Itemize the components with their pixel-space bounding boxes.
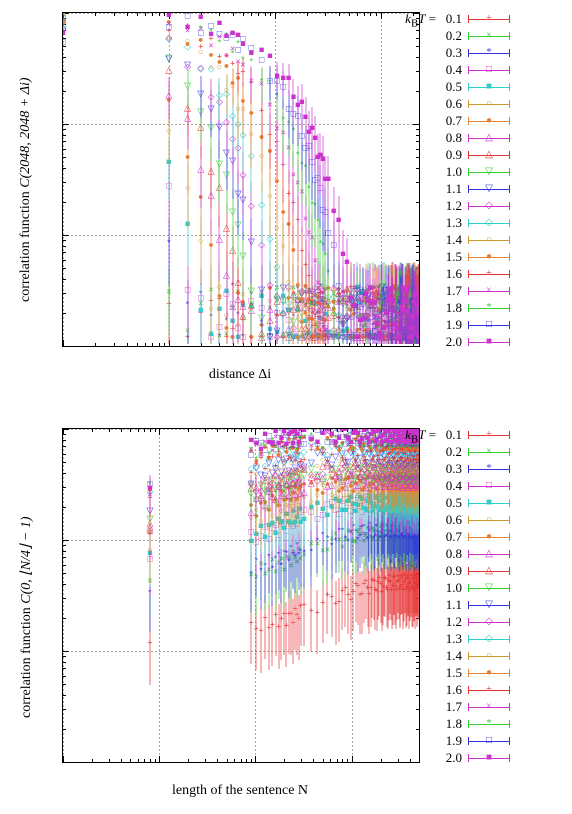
legend-entry: 0.5■	[436, 78, 510, 95]
legend-entry: 1.0▽	[436, 579, 510, 596]
legend-entry: 1.3◇	[436, 630, 510, 647]
legend-entry: 1.1▽	[436, 596, 510, 613]
legend-entry: 0.9△	[436, 146, 510, 163]
ylabel-bottom: correlation function C(0, ⌊N/4⌋ − 1)	[18, 516, 35, 718]
legend-entry: 0.1+	[436, 10, 510, 27]
legend-entry: 1.7×	[436, 282, 510, 299]
legend-entry: 0.6○	[436, 511, 510, 528]
legend-entry: 1.5●	[436, 664, 510, 681]
legend-entry: 0.7●	[436, 528, 510, 545]
data-layer: ++++++++++++++++++++++++++++++++++++++++…	[63, 13, 419, 346]
legend-entry: 2.0■	[436, 749, 510, 766]
legend-entry: 0.2×	[436, 27, 510, 44]
legend-entry: 1.8*	[436, 299, 510, 316]
legend-entry: 1.9□	[436, 732, 510, 749]
legend-entry: 1.1▽	[436, 180, 510, 197]
legend-entry: 1.4○	[436, 647, 510, 664]
legend-entry: 0.8△	[436, 545, 510, 562]
xlabel-top: distance Δi	[209, 367, 271, 383]
plot-area-bottom: 0.0010.010.111101001000+++++++++++++++++…	[62, 428, 420, 763]
legend-entry: 1.5●	[436, 248, 510, 265]
legend-entry: 1.6+	[436, 681, 510, 698]
legend-entry: 0.1+	[436, 426, 510, 443]
legend-entry: 0.7●	[436, 112, 510, 129]
legend-title: kBT =	[380, 427, 436, 446]
legend-entry: 1.3◇	[436, 214, 510, 231]
legend-entry: 1.6+	[436, 265, 510, 282]
xlabel-bottom: length of the sentence N	[172, 783, 308, 799]
legend-entry: 0.3*	[436, 44, 510, 61]
legend-entry: 1.4○	[436, 231, 510, 248]
legend-entry: 0.4□	[436, 477, 510, 494]
legend-entry: 2.0■	[436, 333, 510, 350]
figure: 0.0010.010.111101001000+++++++++++++++++…	[0, 0, 572, 814]
legend-entry: 1.0▽	[436, 163, 510, 180]
data-layer: ++++++++++++++++++++++++++++++++++++++++…	[63, 429, 419, 762]
legend-entry: 1.9□	[436, 316, 510, 333]
ylabel-top: correlation function C(2048, 2048 + Δi)	[18, 77, 34, 302]
legend-entry: 0.6○	[436, 95, 510, 112]
legend-bottom: kBT = 0.1+0.2×0.3*0.4□0.5■0.6○0.7●0.8△0.…	[436, 426, 510, 766]
legend-entry: 1.8*	[436, 715, 510, 732]
legend-entry: 0.3*	[436, 460, 510, 477]
legend-entry: 1.2◇	[436, 613, 510, 630]
legend-entry: 0.2×	[436, 443, 510, 460]
legend-entry: 0.4□	[436, 61, 510, 78]
legend-entry: 1.2◇	[436, 197, 510, 214]
legend-entry: 0.5■	[436, 494, 510, 511]
legend-entry: 0.9△	[436, 562, 510, 579]
plot-area-top: 0.0010.010.111101001000+++++++++++++++++…	[62, 12, 420, 347]
legend-entry: 0.8△	[436, 129, 510, 146]
legend-entry: 1.7×	[436, 698, 510, 715]
legend-top: kBT = 0.1+0.2×0.3*0.4□0.5■0.6○0.7●0.8△0.…	[436, 10, 510, 350]
legend-title: kBT =	[380, 11, 436, 30]
